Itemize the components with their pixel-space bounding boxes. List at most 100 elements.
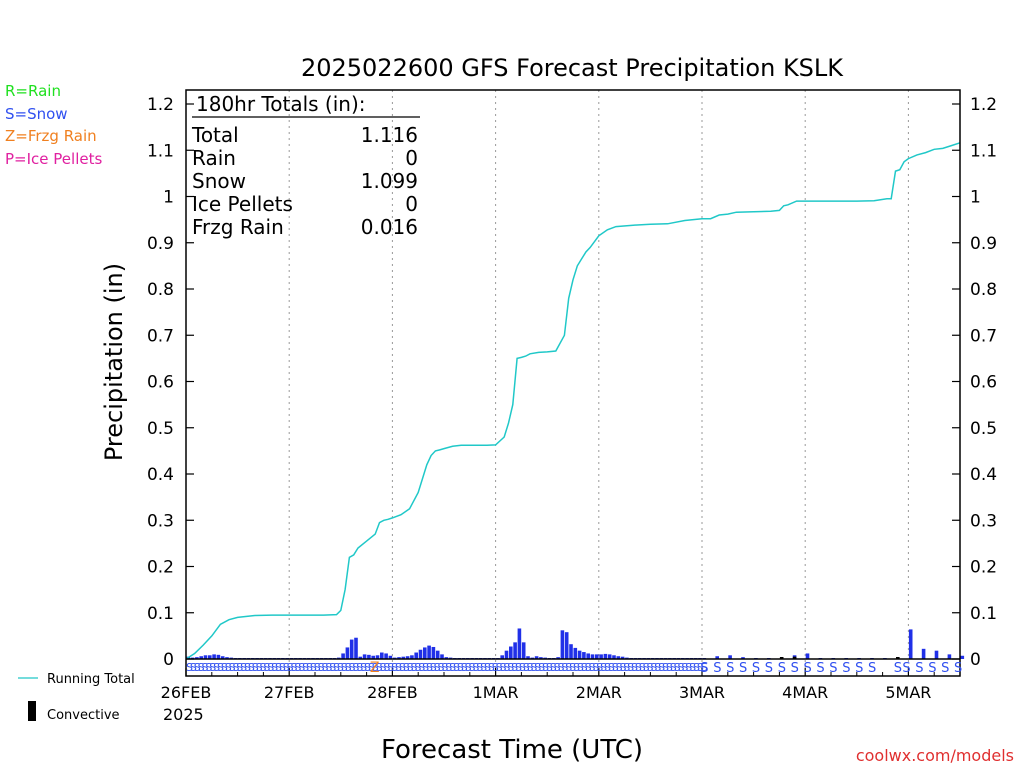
ptype-snow-mark: S <box>345 661 352 674</box>
ptype-snow-mark: S <box>434 661 441 674</box>
x-tick-label: 28FEB <box>367 683 418 702</box>
totals-row-value: 1.099 <box>361 169 418 193</box>
ptype-snow-mark: S <box>283 661 290 674</box>
ptype-snow-mark: S <box>480 661 487 674</box>
precip-bar <box>371 655 375 659</box>
ptype-snow-mark: S <box>550 661 557 674</box>
precip-bar <box>341 653 345 659</box>
precip-bar <box>569 644 573 659</box>
ptype-snow-mark: S <box>829 661 837 676</box>
ptype-snow-mark: S <box>608 661 615 674</box>
ptype-snow-mark: S <box>329 661 336 674</box>
ptype-snow-mark: S <box>643 661 650 674</box>
precip-bar <box>620 656 625 659</box>
precip-bar <box>513 642 517 659</box>
ptype-snow-mark: S <box>194 661 201 674</box>
precip-bar <box>960 655 965 659</box>
ptype-snow-mark: S <box>403 661 410 674</box>
totals-heading: 180hr Totals (in): <box>196 92 366 116</box>
precip-bar <box>216 654 221 659</box>
ptype-snow-mark: S <box>581 661 588 674</box>
ptype-snow-mark: S <box>383 661 390 674</box>
precip-bar <box>595 654 599 659</box>
ptype-snow-mark: S <box>201 661 208 674</box>
precip-bar <box>220 656 225 659</box>
ptype-snow-mark: S <box>221 661 228 674</box>
precip-bar <box>934 650 939 659</box>
y-tick-label-left: 0.5 <box>147 419 174 439</box>
ptype-snow-mark: S <box>592 661 599 674</box>
ptype-snow-mark: S <box>449 661 456 674</box>
y-tick-label-left: 1 <box>163 188 174 208</box>
ptype-snow-mark: S <box>654 661 661 674</box>
ptype-snow-mark: S <box>639 661 646 674</box>
legend-frzg-rain: Z=Frzg Rain <box>5 127 97 145</box>
convective-legend-swatch <box>28 701 36 721</box>
x-tick-label: 1MAR <box>473 683 519 702</box>
ptype-snow-mark: S <box>472 661 479 674</box>
ptype-snow-mark: S <box>928 661 936 676</box>
ptype-snow-mark: S <box>612 661 619 674</box>
ptype-snow-mark: S <box>558 661 565 674</box>
y-tick-label-right: 0.8 <box>970 280 997 300</box>
y-tick-label-left: 0.7 <box>147 326 174 346</box>
ptype-snow-mark: S <box>256 661 263 674</box>
ptype-snow-mark: S <box>410 661 417 674</box>
ptype-snow-mark: S <box>816 661 824 676</box>
ptype-snow-mark: S <box>791 661 799 676</box>
ptype-snow-mark: S <box>600 661 607 674</box>
ptype-snow-mark: S <box>670 661 677 674</box>
precip-bar <box>517 628 522 659</box>
ptype-snow-mark: S <box>263 661 270 674</box>
ptype-snow-mark: S <box>209 661 216 674</box>
ptype-snow-mark: S <box>868 661 876 676</box>
ptype-snow-mark: S <box>337 661 344 674</box>
precip-bar <box>380 652 384 659</box>
convective-bar <box>792 656 797 659</box>
ptype-snow-mark: S <box>306 661 313 674</box>
precip-bar <box>414 652 418 659</box>
precip-bar <box>444 657 449 659</box>
ptype-snow-mark: S <box>662 661 669 674</box>
precip-bar <box>603 653 608 659</box>
x-tick-label: 2MAR <box>576 683 622 702</box>
ptype-snow-mark: S <box>441 661 448 674</box>
ptype-snow-mark: S <box>569 661 576 674</box>
ptype-legend: R=Rain S=Snow Z=Frzg Rain P=Ice Pellets <box>5 82 102 168</box>
ptype-snow-mark: S <box>561 661 568 674</box>
axes: 0 0 0.1 0.1 0.2 0.2 0.3 0.3 0.4 0.4 0.5 0.5 0.6 0.6 0.… <box>147 89 997 702</box>
precip-bar <box>947 654 952 659</box>
ptype-snow-mark: S <box>713 661 721 676</box>
ptype-snow-mark: S <box>752 661 760 676</box>
ptype-snow-mark: S <box>842 661 850 676</box>
precip-bar <box>405 656 410 659</box>
ptype-snow-mark: S <box>778 661 786 676</box>
running-total-legend-label: Running Total <box>47 672 135 687</box>
ptype-snow-mark: S <box>503 661 510 674</box>
ptype-snow-mark: S <box>681 661 688 674</box>
totals-row-value: 0 <box>405 146 418 170</box>
ptype-snow-mark: S <box>422 661 429 674</box>
ptype-snow-mark: S <box>804 661 812 676</box>
ptype-snow-mark: S <box>588 661 595 674</box>
ptype-snow-mark: S <box>267 661 274 674</box>
ptype-snow-mark: S <box>476 661 483 674</box>
ptype-snow-mark: S <box>519 661 526 674</box>
ptype-snow-mark: S <box>457 661 464 674</box>
y-tick-label-right: 0.6 <box>970 373 997 393</box>
precip-bar <box>199 656 203 659</box>
ptype-snow-mark: S <box>275 661 282 674</box>
precip-bar <box>397 657 401 659</box>
ptype-snow-mark: S <box>318 661 325 674</box>
chart-title: 2025022600 GFS Forecast Precipitation KS… <box>301 54 844 82</box>
ptype-snow-mark: S <box>685 661 692 674</box>
credit-link[interactable]: coolwx.com/models <box>856 746 1014 765</box>
y-tick-label-right: 1.2 <box>970 95 997 115</box>
precip-bar <box>362 654 367 659</box>
precip-bar <box>349 639 354 659</box>
ptype-snow-mark: S <box>205 661 212 674</box>
ptype-snow-mark: S <box>325 661 332 674</box>
grid-lines <box>288 90 909 676</box>
ptype-snow-mark: S <box>380 661 387 674</box>
ptype-snow-mark: S <box>314 661 321 674</box>
